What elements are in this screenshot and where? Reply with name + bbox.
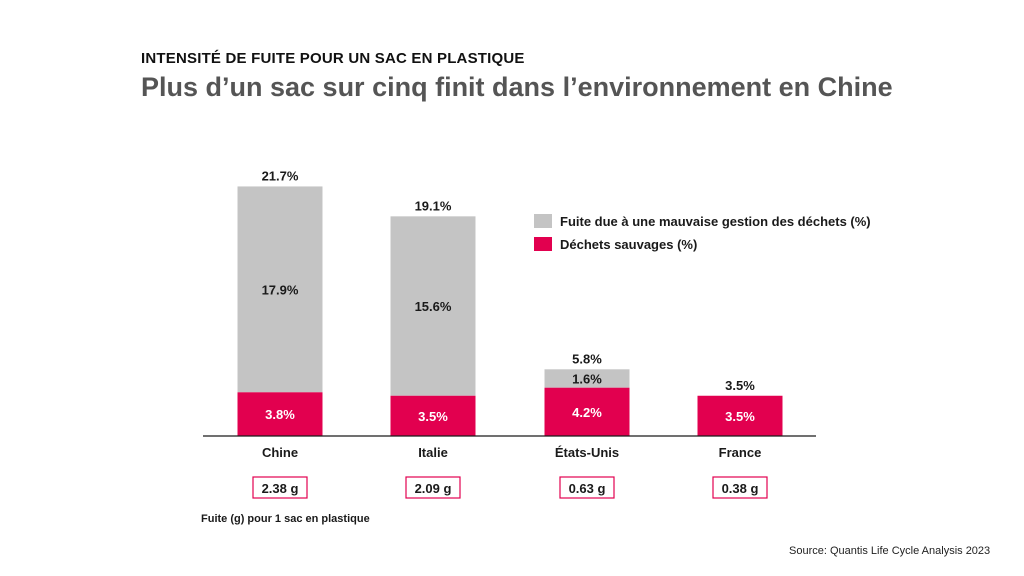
legend-item-gray: Fuite due à une mauvaise gestion des déc… (534, 211, 871, 231)
chart-title: Plus d’un sac sur cinq finit dans l’envi… (141, 72, 893, 102)
leak-box-2 (559, 476, 615, 499)
leak-value-0: 2.38 g (262, 481, 299, 496)
bar-red-3 (697, 395, 783, 436)
leak-box-0 (252, 476, 308, 499)
category-label-2: États-Unis (555, 445, 619, 460)
category-label-3: France (719, 445, 762, 460)
bar-red-label-0: 3.8% (265, 407, 295, 422)
bar-total-label-1: 19.1% (415, 198, 452, 213)
bar-total-label-3: 3.5% (725, 378, 755, 393)
legend-item-red: Déchets sauvages (%) (534, 234, 871, 254)
bar-red-label-3: 3.5% (725, 409, 755, 424)
bar-total-label-2: 5.8% (572, 351, 602, 366)
source-note: Source: Quantis Life Cycle Analysis 2023 (789, 545, 991, 557)
bar-gray-label-2: 1.6% (572, 372, 602, 387)
bar-gray-2 (544, 369, 630, 388)
bar-gray-0 (237, 186, 323, 393)
leak-grams-caption: Fuite (g) pour 1 sac en plastique (201, 513, 370, 525)
bar-gray-1 (390, 216, 476, 396)
bar-red-2 (544, 387, 630, 436)
legend-label-gray: Fuite due à une mauvaise gestion des déc… (560, 213, 871, 229)
legend-swatch-gray (534, 214, 552, 228)
bar-total-label-0: 21.7% (262, 168, 299, 183)
bar-red-0 (237, 392, 323, 436)
legend: Fuite due à une mauvaise gestion des déc… (534, 211, 871, 257)
leak-value-1: 2.09 g (415, 481, 452, 496)
bar-gray-label-0: 17.9% (262, 282, 299, 297)
leak-box-1 (405, 476, 461, 499)
category-label-0: Chine (262, 445, 298, 460)
leak-box-3 (712, 476, 768, 499)
bar-red-1 (390, 395, 476, 436)
leak-value-3: 0.38 g (722, 481, 759, 496)
legend-label-red: Déchets sauvages (%) (560, 236, 698, 252)
bar-red-label-2: 4.2% (572, 405, 602, 420)
leak-value-2: 0.63 g (569, 481, 606, 496)
bar-gray-label-1: 15.6% (415, 299, 452, 314)
category-label-1: Italie (418, 445, 448, 460)
chart-kicker: INTENSITÉ DE FUITE POUR UN SAC EN PLASTI… (141, 50, 525, 67)
bar-red-label-1: 3.5% (418, 409, 448, 424)
legend-swatch-red (534, 237, 552, 251)
